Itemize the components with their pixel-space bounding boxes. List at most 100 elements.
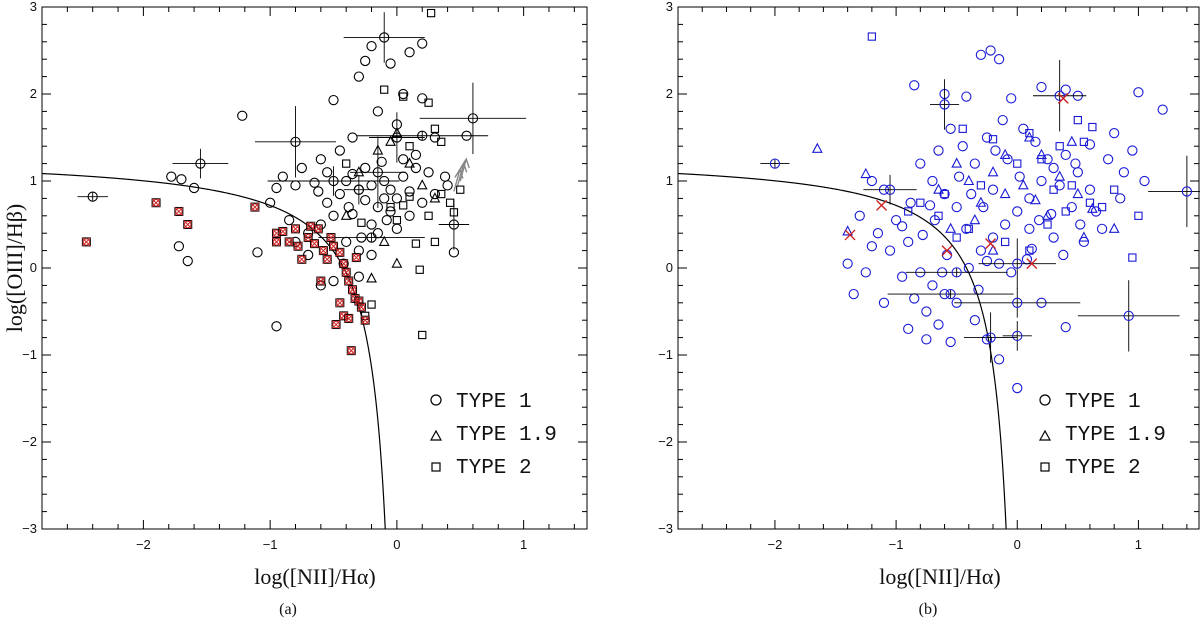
point-square	[380, 85, 389, 94]
point-cross	[183, 220, 193, 229]
data-point	[978, 238, 1057, 289]
point-circle	[1060, 322, 1071, 333]
data-point	[1060, 84, 1071, 95]
point-circle	[1090, 206, 1102, 217]
point-circle	[933, 145, 944, 156]
data-point	[290, 224, 300, 234]
data-point	[372, 106, 384, 117]
data-point	[271, 321, 282, 332]
point-cross	[297, 254, 307, 264]
data-point	[445, 198, 455, 207]
panel-b-caption: (b)	[919, 601, 938, 618]
data-point	[318, 246, 328, 256]
point-circle	[353, 271, 365, 282]
point-circle	[924, 200, 936, 211]
data-point	[963, 174, 975, 186]
point-circle	[82, 238, 91, 246]
point-circle	[957, 141, 968, 152]
data-point	[360, 55, 371, 67]
point-circle	[981, 255, 993, 267]
point-square	[449, 208, 459, 217]
point-circle	[345, 277, 353, 285]
data-point	[1054, 180, 1065, 191]
point-circle	[1036, 81, 1047, 93]
point-square	[430, 124, 440, 133]
point-cross	[331, 320, 341, 329]
point-square	[426, 8, 436, 18]
data-point	[376, 156, 387, 168]
data-point	[1000, 237, 1010, 247]
point-circle	[961, 223, 972, 234]
point-cross	[82, 237, 91, 247]
data-point	[417, 38, 428, 49]
data-point	[844, 229, 856, 241]
data-point	[978, 201, 989, 213]
point-circle	[379, 32, 390, 43]
data-point	[340, 209, 352, 220]
data-point	[334, 145, 345, 156]
point-cross	[326, 233, 336, 242]
point-circle	[1048, 232, 1059, 243]
point-square	[958, 124, 967, 133]
data-point	[328, 275, 339, 287]
data-point	[933, 145, 944, 156]
point-circle	[322, 197, 333, 208]
data-point	[417, 197, 428, 208]
point-triangle	[1036, 148, 1047, 159]
data-point	[1077, 280, 1180, 352]
data-point	[183, 220, 193, 229]
data-point	[1006, 93, 1017, 104]
point-circle	[347, 346, 355, 355]
data-point	[343, 174, 375, 205]
point-square	[1088, 122, 1097, 132]
data-point	[372, 144, 384, 155]
data-point	[933, 183, 944, 194]
panel-a-x-axis-label: log([NII]/Hα)	[254, 564, 375, 589]
data-point	[1072, 167, 1083, 178]
point-circle	[897, 221, 908, 232]
data-point	[1090, 206, 1102, 217]
point-circle	[909, 80, 920, 91]
point-circle	[860, 267, 871, 278]
panel-b-x-axis-label: log([NII]/Hα)	[879, 564, 1000, 589]
panel-b-points	[760, 32, 1200, 394]
data-point	[930, 79, 960, 130]
data-point	[1084, 139, 1096, 150]
point-circle	[854, 210, 865, 221]
point-circle	[391, 132, 403, 143]
data-point	[438, 199, 470, 250]
data-point	[174, 206, 184, 216]
data-point	[293, 241, 303, 251]
point-circle	[182, 255, 193, 267]
data-point	[1012, 206, 1023, 217]
panel-a-tick-labels: −2 −1 0 1 −3 −2 −1 0 1 2 3	[22, 0, 527, 552]
point-circle	[1030, 136, 1041, 147]
data-point	[404, 47, 415, 58]
panel-b-tick-labels: −2 −1 0 1 −3 −2 −1 0 1 2 3	[658, 0, 1142, 552]
y-tick-label: −1	[22, 347, 37, 362]
data-point	[1013, 159, 1022, 168]
data-point	[1085, 198, 1095, 207]
point-circle	[1118, 167, 1130, 178]
point-circle	[166, 171, 177, 182]
data-point	[188, 182, 200, 194]
point-triangle	[1066, 135, 1078, 146]
data-point	[963, 312, 1018, 363]
point-triangle	[999, 187, 1011, 199]
y-tick-label: −2	[22, 434, 37, 449]
point-circle	[272, 238, 281, 246]
point-circle	[195, 158, 206, 169]
data-point	[909, 80, 920, 91]
data-point	[884, 245, 896, 256]
point-triangle	[933, 183, 944, 194]
data-point	[380, 85, 389, 94]
point-square	[1025, 246, 1034, 255]
data-point	[1078, 231, 1090, 242]
data-point	[1012, 382, 1023, 394]
data-point	[334, 188, 345, 200]
data-point	[1118, 167, 1130, 178]
point-square	[1079, 137, 1089, 146]
point-circle	[1102, 154, 1114, 165]
x-tick-label: −1	[889, 537, 904, 552]
point-circle	[304, 233, 312, 242]
